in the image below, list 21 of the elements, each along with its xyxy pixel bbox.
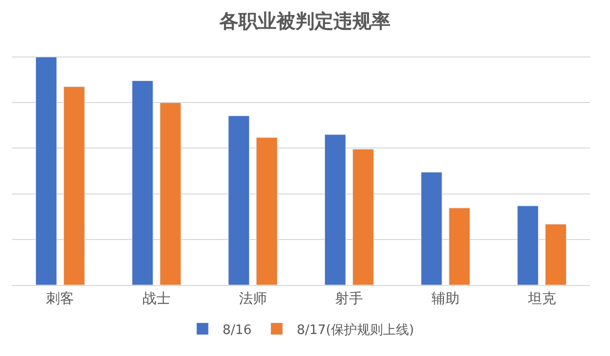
bar bbox=[420, 172, 442, 285]
bar bbox=[256, 137, 278, 285]
x-tick-label: 战士 bbox=[142, 290, 170, 307]
bar bbox=[448, 208, 470, 285]
chart-title: 各职业被判定违规率 bbox=[218, 10, 390, 33]
legend-label: 8/16 bbox=[222, 322, 252, 338]
bar bbox=[132, 80, 154, 285]
bar bbox=[324, 134, 346, 285]
bar bbox=[160, 102, 182, 285]
bar bbox=[228, 116, 250, 285]
legend-label: 8/17(保护规则上线) bbox=[296, 322, 414, 338]
x-tick-label: 射手 bbox=[335, 290, 364, 307]
bar bbox=[352, 148, 374, 285]
bar bbox=[35, 56, 57, 285]
x-tick-label: 刺客 bbox=[46, 290, 74, 307]
x-tick-label: 坦克 bbox=[526, 290, 556, 307]
bar bbox=[545, 224, 567, 285]
x-tick-label: 法师 bbox=[238, 290, 267, 307]
bar bbox=[63, 86, 85, 285]
bar bbox=[517, 206, 539, 285]
x-tick-label: 辅助 bbox=[432, 290, 460, 307]
